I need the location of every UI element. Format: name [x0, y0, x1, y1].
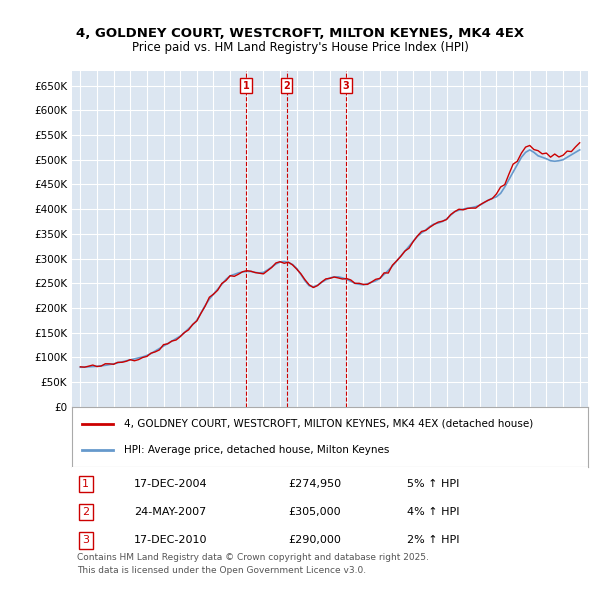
Text: 1: 1 [243, 81, 250, 91]
Text: 17-DEC-2010: 17-DEC-2010 [134, 535, 208, 545]
Text: 4% ↑ HPI: 4% ↑ HPI [407, 507, 460, 517]
Text: Price paid vs. HM Land Registry's House Price Index (HPI): Price paid vs. HM Land Registry's House … [131, 41, 469, 54]
Text: Contains HM Land Registry data © Crown copyright and database right 2025.: Contains HM Land Registry data © Crown c… [77, 553, 429, 562]
Text: 5% ↑ HPI: 5% ↑ HPI [407, 479, 460, 489]
Text: £305,000: £305,000 [289, 507, 341, 517]
Text: 4, GOLDNEY COURT, WESTCROFT, MILTON KEYNES, MK4 4EX (detached house): 4, GOLDNEY COURT, WESTCROFT, MILTON KEYN… [124, 419, 533, 429]
Text: 24-MAY-2007: 24-MAY-2007 [134, 507, 206, 517]
Text: 17-DEC-2004: 17-DEC-2004 [134, 479, 208, 489]
Text: 1: 1 [82, 479, 89, 489]
Text: 2: 2 [283, 81, 290, 91]
Text: 4, GOLDNEY COURT, WESTCROFT, MILTON KEYNES, MK4 4EX: 4, GOLDNEY COURT, WESTCROFT, MILTON KEYN… [76, 27, 524, 40]
Text: 3: 3 [82, 535, 89, 545]
Text: 2: 2 [82, 507, 89, 517]
Text: 3: 3 [343, 81, 349, 91]
Text: £274,950: £274,950 [289, 479, 342, 489]
Text: £290,000: £290,000 [289, 535, 341, 545]
Text: This data is licensed under the Open Government Licence v3.0.: This data is licensed under the Open Gov… [77, 566, 366, 575]
Text: HPI: Average price, detached house, Milton Keynes: HPI: Average price, detached house, Milt… [124, 445, 389, 455]
Text: 2% ↑ HPI: 2% ↑ HPI [407, 535, 460, 545]
